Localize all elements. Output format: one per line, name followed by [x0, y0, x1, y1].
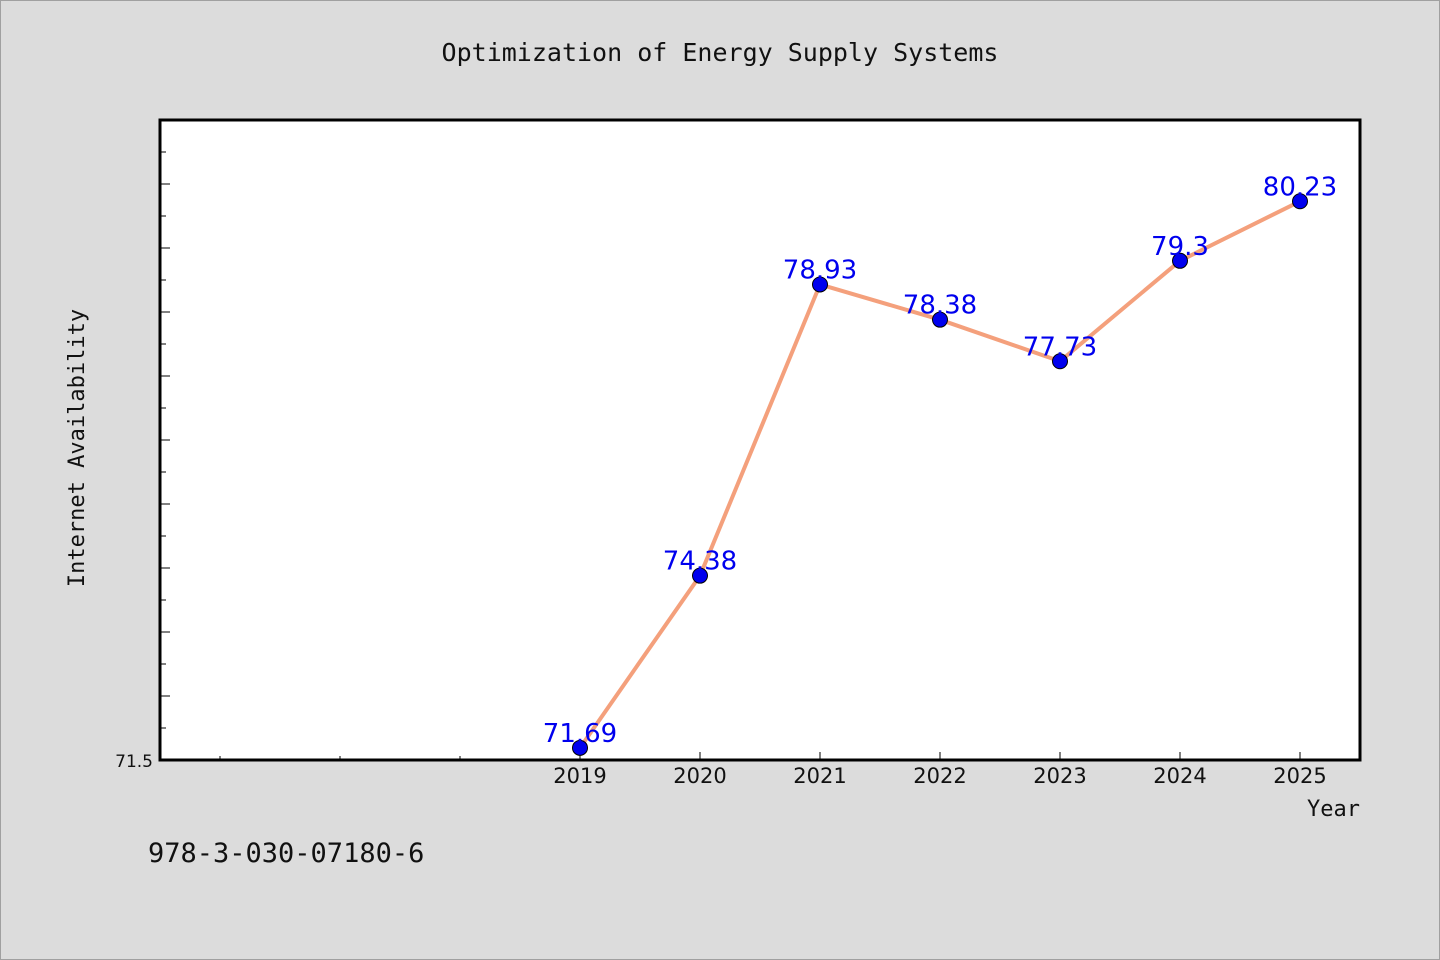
data-label: 79.3 — [1151, 232, 1209, 262]
x-axis-title: Year — [1307, 797, 1360, 822]
data-label: 78.93 — [783, 255, 857, 285]
footer-code: 978-3-030-07180-6 — [148, 838, 424, 869]
x-tick-label: 2024 — [1153, 764, 1206, 788]
x-tick-label: 2025 — [1273, 764, 1326, 788]
plot-area — [158, 118, 1362, 762]
data-point — [572, 739, 588, 756]
data-point — [1052, 353, 1068, 370]
chart-title: Optimization of Energy Supply Systems — [442, 38, 999, 67]
data-point — [1292, 193, 1308, 210]
x-tick-label: 2020 — [673, 764, 726, 788]
data-point — [812, 276, 828, 293]
y-axis-title: Internet Availability — [65, 309, 90, 587]
y-axis-ticks — [160, 119, 170, 761]
x-tick-label: 2023 — [1033, 764, 1086, 788]
x-tick-label: 2022 — [913, 764, 966, 788]
data-point — [692, 567, 708, 584]
x-axis-tick-labels: 2019 2020 2021 2022 2023 2024 2025 — [553, 764, 1326, 788]
data-label: 80.23 — [1263, 172, 1337, 202]
data-point — [1172, 252, 1188, 269]
x-tick-label: 2019 — [553, 764, 606, 788]
series-line-group: 71.69 74.38 78.93 78.38 77.73 79.3 80.23 — [543, 172, 1337, 756]
data-label: 78.38 — [903, 291, 977, 321]
data-label: 74.38 — [663, 547, 737, 577]
y-tick-label: 71.5 — [115, 752, 153, 772]
data-label: 71.69 — [543, 719, 617, 749]
x-tick-label: 2021 — [793, 764, 846, 788]
data-label: 77.73 — [1023, 332, 1097, 362]
data-point — [932, 311, 948, 328]
